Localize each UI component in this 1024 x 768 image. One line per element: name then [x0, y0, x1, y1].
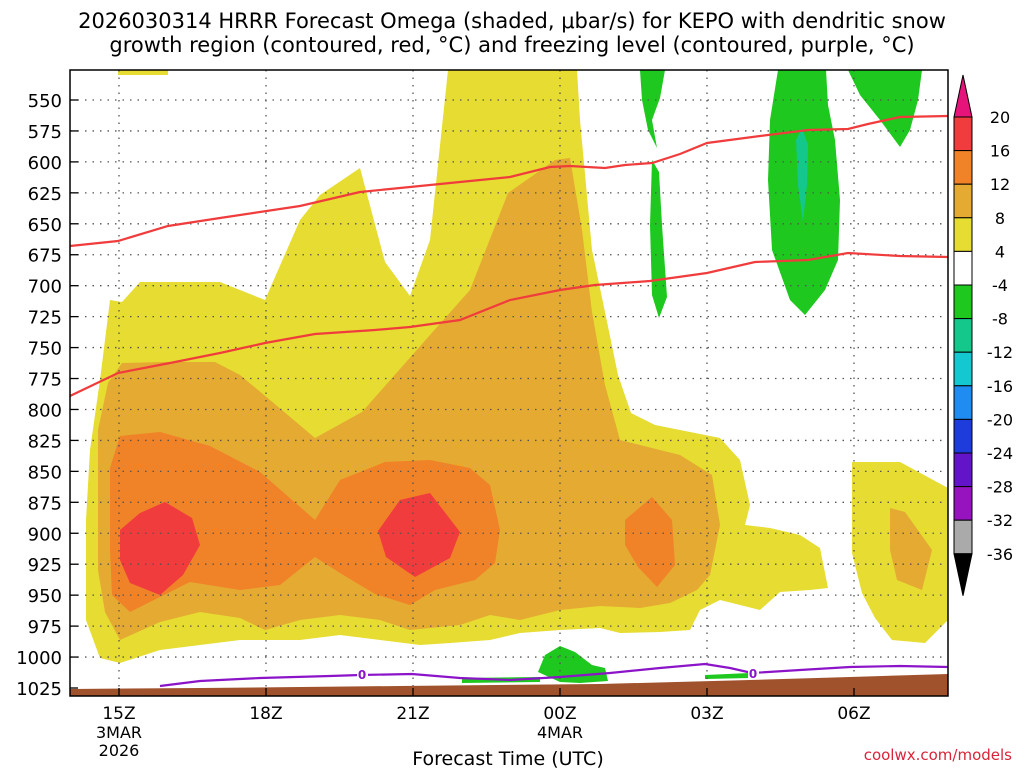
y-tick-label: 950 [28, 586, 62, 607]
colorbar-label: 8 [995, 209, 1005, 228]
colorbar-label: -20 [987, 410, 1013, 429]
y-tick-label: 550 [28, 91, 62, 112]
freezing-label-bg-2 [748, 666, 759, 680]
colorbar-label: 4 [995, 242, 1005, 261]
dgz-upper-contour [70, 114, 948, 248]
colorbar: 20 16 12 8 4 -4 -8 -12 -16 -20 -24 -28 -32 -36 [953, 74, 1013, 596]
y-tick-label: 725 [28, 308, 62, 329]
x-tick-year: 2026 [99, 741, 140, 760]
y-tick-label: 675 [28, 246, 62, 267]
plot-frame [69, 69, 949, 697]
x-tick-label: 15Z [102, 704, 135, 724]
colorbar-label: -36 [987, 545, 1013, 564]
y-tick-label: 975 [28, 617, 62, 638]
y-tick-label: 700 [28, 277, 62, 298]
colorbar-label: -32 [987, 511, 1013, 530]
colorbar-label: -16 [987, 377, 1013, 396]
colorbar-swatch [953, 284, 973, 320]
colorbar-swatch [953, 519, 973, 555]
colorbar-swatch [953, 183, 973, 219]
y-tick-label: 1000 [16, 648, 62, 669]
y-tick-label: 600 [28, 153, 62, 174]
x-tick-label: 06Z [837, 704, 870, 724]
colorbar-label: -4 [992, 276, 1008, 295]
omega-green-top-blob [640, 70, 665, 148]
colorbar-swatch [953, 217, 973, 252]
colorbar-swatch [953, 351, 973, 387]
freezing-level-labels: 0 0 [357, 666, 759, 682]
x-tick-label: 21Z [396, 704, 429, 724]
colorbar-label: 20 [990, 108, 1010, 127]
freezing-level-label: 0 [358, 668, 366, 682]
x-tick-label: 00Z [543, 704, 576, 724]
omega-gold-right-cell [890, 508, 932, 590]
colorbar-label: 16 [990, 142, 1010, 161]
y-tick-label: 1025 [16, 679, 62, 700]
omega-yellow-top-left [118, 70, 168, 75]
colorbar-swatch [953, 452, 973, 488]
y-tick-label: 650 [28, 215, 62, 236]
chart-title-line2: growth region (contoured, red, °C) and f… [109, 33, 915, 57]
colorbar-swatch [953, 418, 973, 454]
freezing-level-contour [159, 662, 948, 688]
omega-shading-red [120, 493, 460, 595]
y-tick-label: 750 [28, 339, 62, 360]
colorbar-label: -12 [987, 343, 1013, 362]
omega-teal-blob [796, 128, 808, 222]
plot-area: 0 0 [70, 70, 948, 696]
colorbar-label: -24 [987, 444, 1013, 463]
ground-terrain [70, 674, 948, 696]
dgz-contours [70, 114, 948, 397]
colorbar-label: 12 [990, 175, 1010, 194]
y-tick-label: 625 [28, 184, 62, 205]
colorbar-swatch [953, 318, 973, 353]
x-axis-label: Forecast Time (UTC) [412, 748, 603, 768]
y-tick-label: 575 [28, 122, 62, 143]
colorbar-swatch [953, 250, 973, 286]
colorbar-label: -28 [987, 478, 1013, 497]
y-tick-label: 825 [28, 431, 62, 452]
colorbar-top-arrow [953, 74, 973, 118]
omega-green-right-top [848, 70, 922, 147]
omega-red-cell-left [120, 502, 200, 595]
freezing-level-label: 0 [749, 667, 757, 681]
colorbar-label: -8 [992, 310, 1008, 329]
colorbar-swatch [953, 150, 973, 185]
y-tick-label: 800 [28, 400, 62, 421]
colorbar-bottom-arrow [953, 553, 973, 596]
x-tick-date: 3MAR [96, 723, 142, 742]
y-tick-label: 900 [28, 524, 62, 545]
freezing-label-bg-1 [357, 667, 368, 681]
colorbar-swatch [953, 385, 973, 420]
omega-green-bottom-small [705, 673, 750, 679]
dgz-lower-contour [70, 251, 948, 397]
y-tick-label: 925 [28, 555, 62, 576]
freezing-level [159, 662, 948, 688]
colorbar-swatch [953, 116, 973, 152]
omega-red-cell-middle [378, 493, 460, 577]
x-tick-label: 18Z [249, 704, 282, 724]
y-tick-label: 850 [28, 462, 62, 483]
x-tick-date: 4MAR [537, 723, 583, 742]
credit-text: coolwx.com/models [863, 746, 1012, 764]
y-axis: 550 575 600 625 650 675 700 725 750 775 800 825 850 8… [16, 91, 78, 700]
chart-title-line1: 2026030314 HRRR Forecast Omega (shaded, … [78, 9, 946, 33]
omega-green-thin-strip [650, 160, 667, 318]
colorbar-swatch [953, 486, 973, 521]
x-tick-label: 03Z [690, 704, 723, 724]
y-tick-label: 875 [28, 493, 62, 514]
y-tick-label: 775 [28, 370, 62, 391]
omega-shading-teal [796, 128, 808, 222]
